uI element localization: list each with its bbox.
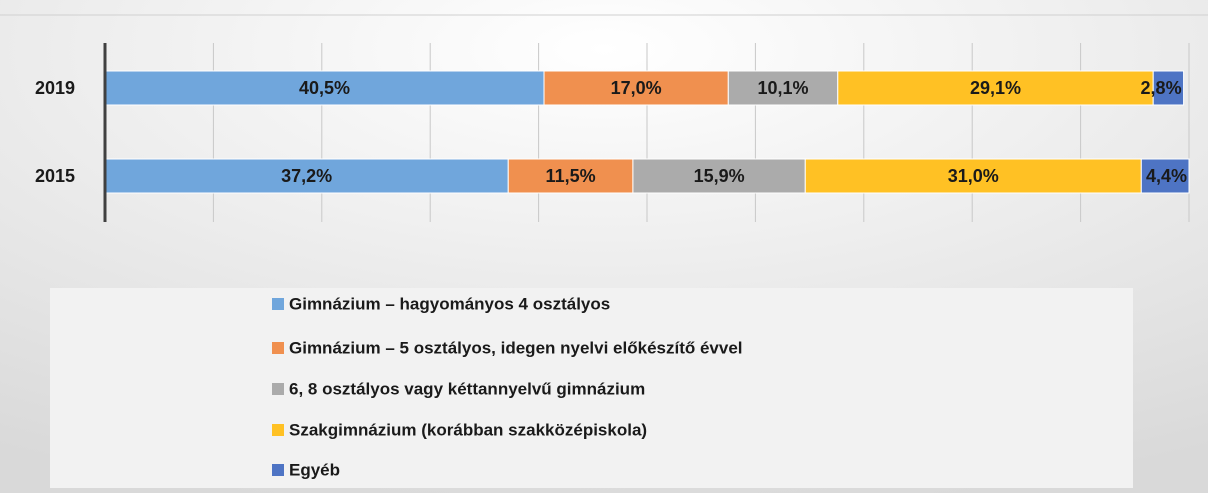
data-label: 37,2%	[281, 166, 332, 186]
legend-label: 6, 8 osztályos vagy kéttannyelvű gimnázi…	[289, 379, 645, 398]
data-label: 11,5%	[546, 166, 596, 186]
data-label: 15,9%	[694, 166, 745, 186]
bar-segment	[632, 158, 806, 194]
bar-segment	[1152, 70, 1185, 106]
data-label: 17,0%	[611, 78, 662, 98]
bar-segment	[1140, 158, 1190, 194]
data-label: 29,1%	[970, 78, 1021, 98]
data-label: 10,1%	[758, 78, 809, 98]
legend-swatch	[272, 464, 284, 476]
bar-segment	[104, 158, 509, 194]
bar-segment	[837, 70, 1154, 106]
legend-swatch	[272, 383, 284, 395]
legend-swatch	[272, 298, 284, 310]
legend-label: Egyéb	[289, 460, 340, 479]
legend-label: Gimnázium – hagyományos 4 osztályos	[289, 294, 610, 313]
data-label: 4,4%	[1146, 166, 1187, 186]
y-tick-label: 2019	[35, 78, 75, 98]
y-tick-label: 2015	[35, 166, 75, 186]
legend-label: Szakgimnázium (korábban szakközépiskola)	[289, 420, 647, 439]
legend-swatch	[272, 342, 284, 354]
data-label: 2,8%	[1141, 78, 1182, 98]
legend-box	[50, 288, 1133, 488]
data-label: 31,0%	[948, 166, 999, 186]
legend-label: Gimnázium – 5 osztályos, idegen nyelvi e…	[289, 338, 743, 357]
legend-swatch	[272, 424, 284, 436]
bar-segment	[543, 70, 729, 106]
bar-segment	[104, 70, 545, 106]
data-label: 40,5%	[299, 78, 350, 98]
